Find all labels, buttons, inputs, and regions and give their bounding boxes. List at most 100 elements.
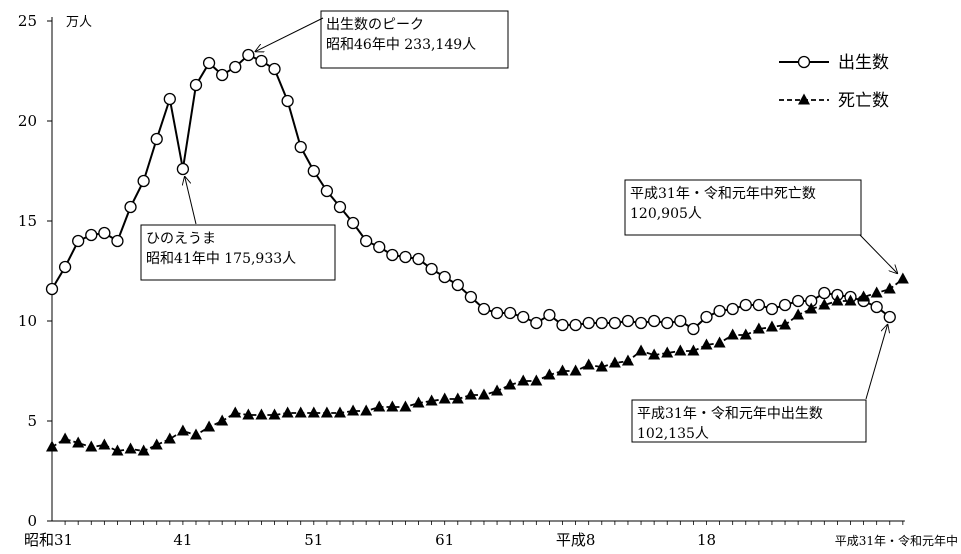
death-point	[491, 384, 504, 396]
birth-point	[189, 78, 203, 92]
death-point	[347, 404, 360, 416]
birth-point	[556, 318, 569, 332]
birth-point	[569, 318, 582, 332]
annotation-box	[320, 10, 509, 69]
annotation-text: 出生数のピーク	[326, 17, 424, 33]
y-tick-label: 10	[18, 312, 37, 330]
birth-point	[713, 304, 726, 318]
death-point	[412, 396, 425, 408]
birth-point	[582, 316, 595, 330]
annotation-text: 昭和41年中 175,933人	[146, 251, 296, 267]
annotation-text: 平成31年・令和元年中出生数	[637, 406, 823, 422]
birth-point	[726, 302, 739, 316]
birth-point	[346, 216, 360, 230]
death-point	[713, 336, 726, 348]
death-point	[818, 298, 831, 310]
death-point	[451, 392, 464, 404]
annotation-text: 102,135人	[637, 426, 709, 442]
death-point	[72, 436, 85, 448]
death-point	[739, 328, 752, 340]
legend-marker	[797, 55, 811, 69]
x-tick-label: 18	[697, 531, 716, 549]
death-point	[137, 444, 150, 456]
birth-point	[870, 300, 883, 314]
annotation-text: ひのえうま	[146, 231, 216, 247]
death-point	[582, 358, 595, 370]
death-point	[124, 442, 137, 454]
death-point	[163, 432, 176, 444]
birth-point	[294, 140, 307, 154]
birth-point	[674, 314, 687, 328]
death-point	[608, 356, 621, 368]
birth-point	[778, 298, 792, 312]
birth-point	[818, 286, 831, 300]
annotation-text: 平成31年・令和元年中死亡数	[630, 186, 816, 202]
birth-point	[229, 60, 242, 74]
birth-point	[360, 234, 373, 248]
death-point	[477, 388, 490, 400]
birth-point	[464, 290, 478, 304]
death-point	[203, 420, 216, 432]
death-point	[150, 438, 163, 450]
annotation-box	[140, 224, 336, 281]
death-point	[752, 322, 765, 334]
birth-point	[85, 228, 98, 242]
birth-point	[687, 322, 700, 336]
birth-point	[163, 92, 176, 106]
annotation-latest-deaths: 平成31年・令和元年中死亡数 120,905人	[624, 179, 897, 273]
birth-point	[791, 294, 805, 308]
birth-point	[281, 94, 294, 108]
death-point	[176, 424, 189, 436]
birth-point	[150, 132, 163, 146]
birth-point	[373, 240, 386, 254]
death-point	[268, 408, 281, 420]
death-point	[556, 364, 569, 376]
birth-point	[477, 302, 491, 316]
birth-point	[647, 314, 661, 328]
y-tick-label: 5	[27, 412, 37, 430]
death-point	[857, 290, 870, 302]
annotation-box	[631, 399, 867, 443]
death-point	[517, 374, 530, 386]
death-point	[373, 400, 386, 412]
death-point	[635, 344, 648, 356]
birth-point	[412, 252, 425, 266]
death-point	[661, 346, 674, 358]
birth-point	[543, 308, 556, 322]
birth-point	[216, 68, 229, 82]
x-tick-label: 41	[173, 531, 192, 549]
birth-point	[765, 302, 779, 316]
x-tick-label: 平成31年・令和元年中	[835, 533, 958, 548]
annotation-text: 120,905人	[630, 206, 702, 222]
birth-point	[739, 298, 752, 312]
death-point	[399, 400, 412, 412]
birth-point	[517, 310, 530, 324]
death-point	[189, 428, 202, 440]
annotation-arrow	[859, 234, 897, 273]
birth-point	[661, 316, 674, 330]
x-tick-label: 61	[435, 531, 454, 549]
death-point	[765, 320, 778, 332]
birth-point	[883, 310, 896, 324]
death-point	[255, 408, 268, 420]
legend-label: 死亡数	[838, 91, 889, 111]
birth-point	[202, 56, 216, 70]
death-point	[530, 374, 543, 386]
death-point	[792, 308, 805, 320]
birth-point	[111, 234, 124, 248]
annotation-arrow	[185, 177, 197, 225]
birth-point	[700, 310, 713, 324]
birth-point	[58, 260, 72, 274]
death-point	[46, 440, 58, 452]
birth-point	[399, 250, 412, 264]
death-point	[621, 354, 634, 366]
death-point	[425, 394, 438, 406]
death-point	[648, 348, 661, 360]
death-point	[438, 392, 451, 404]
